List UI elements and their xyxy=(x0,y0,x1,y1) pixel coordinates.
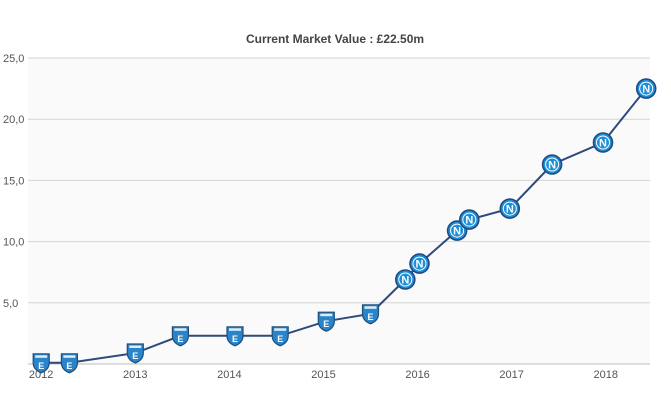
club-b-badge-marker[interactable]: N xyxy=(499,198,521,219)
y-tick-label: 25,0 xyxy=(3,53,24,65)
x-tick-label: 2017 xyxy=(499,369,523,381)
club-b-badge-inner-ring xyxy=(398,272,413,287)
club-a-badge-marker[interactable]: E xyxy=(271,326,289,347)
club-b-badge-letter: N xyxy=(599,138,607,150)
club-b-badge-inner-ring xyxy=(502,201,517,216)
club-a-badge-letter: E xyxy=(177,334,183,344)
club-a-badge-letter: E xyxy=(232,334,238,344)
club-a-badge-letter: E xyxy=(38,361,44,371)
club-a-badge-marker[interactable]: E xyxy=(226,326,244,347)
club-a-badge-marker[interactable]: E xyxy=(32,353,50,374)
club-b-badge-marker[interactable]: N xyxy=(635,78,657,99)
club-a-badge-marker[interactable]: E xyxy=(361,304,380,325)
y-tick-label: 20,0 xyxy=(3,114,24,126)
club-a-badge-letter: E xyxy=(323,319,329,329)
chart-title: Current Market Value : £22.50m xyxy=(246,32,424,46)
y-tick-label: 10,0 xyxy=(3,237,24,249)
club-b-badge-letter: N xyxy=(506,204,514,216)
x-tick-label: 2015 xyxy=(311,369,335,381)
club-b-badge-inner-ring xyxy=(412,256,427,271)
x-tick-label: 2013 xyxy=(123,369,147,381)
y-tick-label: 5,0 xyxy=(3,298,18,310)
club-b-badge-marker[interactable]: N xyxy=(541,154,563,175)
club-a-badge-shield xyxy=(317,311,335,332)
club-b-badge-letter: N xyxy=(548,160,556,172)
club-a-badge-marker[interactable]: E xyxy=(171,326,189,347)
x-tick-label: 2012 xyxy=(29,369,53,381)
club-a-badge-letter: E xyxy=(277,334,283,344)
x-tick-label: 2016 xyxy=(405,369,429,381)
club-a-badge-letter: E xyxy=(132,351,138,361)
club-b-badge-inner-ring xyxy=(639,81,654,96)
club-b-badge-marker[interactable]: N xyxy=(394,269,416,290)
club-a-badge-shield xyxy=(171,326,189,347)
club-a-badge-letter: E xyxy=(367,312,373,322)
club-a-badge-letter: E xyxy=(66,361,72,371)
club-a-badge-band xyxy=(35,355,48,358)
club-a-badge-marker[interactable]: E xyxy=(317,311,335,332)
club-b-badge-marker[interactable]: N xyxy=(458,209,480,230)
x-tick-label: 2018 xyxy=(594,369,618,381)
club-a-badge-shield xyxy=(60,353,79,374)
club-a-badge-band xyxy=(364,306,377,309)
club-b-badge-inner-ring xyxy=(450,223,465,238)
club-b-badge-marker[interactable]: N xyxy=(592,132,614,153)
club-b-badge-letter: N xyxy=(465,215,473,227)
plot-area xyxy=(28,58,650,364)
club-a-badge-band xyxy=(320,313,333,317)
club-a-badge-marker[interactable]: E xyxy=(126,343,144,364)
club-a-badge-shield xyxy=(361,304,380,325)
club-a-badge-shield xyxy=(271,326,289,347)
market-value-line xyxy=(41,87,647,364)
grid-lines xyxy=(28,57,650,365)
club-a-badge-band xyxy=(229,328,241,331)
club-b-badge-marker[interactable]: N xyxy=(409,253,430,274)
y-axis: 5,0 10,0 15,0 20,0 25,0 xyxy=(3,53,24,310)
club-a-badge-shield xyxy=(32,353,50,374)
club-b-badge-inner-ring xyxy=(545,157,560,172)
club-b-badge-letter: N xyxy=(416,259,424,271)
club-a-badge-marker[interactable]: E xyxy=(60,353,79,374)
y-tick-label: 15,0 xyxy=(3,175,24,187)
club-a-badge-shield xyxy=(226,326,244,347)
club-b-badge-letter: N xyxy=(453,226,461,238)
club-b-badge-letter: N xyxy=(401,275,409,287)
x-axis: 2012 2013 2014 2015 2016 2017 2018 xyxy=(29,369,618,381)
club-b-badge-inner-ring xyxy=(596,135,610,150)
club-b-badge-letter: N xyxy=(642,84,650,96)
club-a-badge-shield xyxy=(126,343,144,364)
club-a-badge-band xyxy=(274,328,287,331)
club-a-badge-band xyxy=(63,355,76,358)
x-tick-label: 2014 xyxy=(217,369,241,381)
club-a-badge-band xyxy=(174,328,187,331)
club-b-badge-inner-ring xyxy=(462,212,477,227)
club-a-badge-band xyxy=(129,345,142,348)
